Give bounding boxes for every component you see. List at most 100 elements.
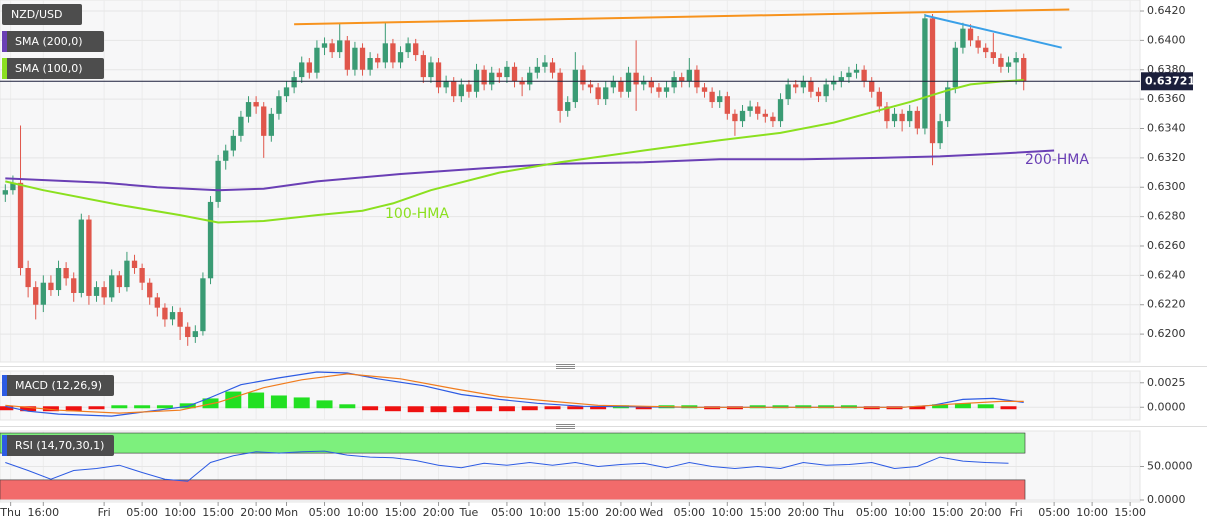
- x-tick-label: 10:00: [529, 506, 561, 519]
- candle-body: [185, 326, 191, 338]
- x-tick-label: 10:00: [1076, 506, 1108, 519]
- candle-body: [207, 201, 214, 279]
- macd-histogram-bar: [407, 406, 424, 413]
- x-tick-label: 15:00: [385, 506, 417, 519]
- candle-body: [124, 260, 130, 288]
- x-tick-label: Thu: [822, 506, 844, 519]
- indicator-legend-swatch: [2, 435, 7, 456]
- candle-body: [929, 18, 936, 144]
- legend-entry: SMA (200,0): [15, 35, 83, 48]
- candle-body: [413, 43, 419, 56]
- candle-body: [527, 72, 533, 85]
- candle-body: [344, 40, 350, 70]
- candle-body: [785, 84, 791, 100]
- y-tick-label: 0.6320: [1147, 151, 1186, 164]
- candle-body: [557, 72, 563, 111]
- candle-body: [375, 58, 381, 63]
- x-tick-label: 16:00: [27, 506, 59, 519]
- x-tick-label: 10:00: [164, 506, 196, 519]
- candle-body: [435, 62, 442, 88]
- x-tick-label: 05:00: [309, 506, 341, 519]
- candle-body: [823, 84, 829, 97]
- candle-body: [314, 47, 320, 73]
- pane-background: [0, 0, 1141, 363]
- candle-body: [473, 69, 480, 92]
- trend-line: [924, 14, 1062, 49]
- candle-body: [147, 282, 153, 298]
- candle-body: [25, 268, 31, 288]
- x-tick-label: 05:00: [1038, 506, 1070, 519]
- x-tick-label: 05:00: [491, 506, 523, 519]
- x-tick-label: 20:00: [787, 506, 819, 519]
- legend-entry-swatch: [2, 58, 7, 79]
- legend-entry-box: [2, 31, 104, 52]
- macd-histogram-bar: [111, 405, 128, 409]
- candle-body: [101, 287, 107, 298]
- candle-body: [869, 81, 875, 92]
- macd-histogram-bar: [590, 406, 607, 410]
- x-tick-label: 15:00: [567, 506, 599, 519]
- candle-body: [55, 268, 62, 291]
- candle-body: [17, 182, 24, 269]
- candle-body: [625, 72, 632, 92]
- candle-body: [663, 87, 670, 92]
- candle-body: [1013, 58, 1019, 63]
- macd-histogram-bar: [498, 406, 515, 412]
- macd-histogram-bar: [954, 403, 971, 409]
- candle-body: [291, 77, 297, 88]
- candle-body: [223, 150, 229, 161]
- candle-body: [777, 99, 784, 122]
- x-tick-label: 10:00: [711, 506, 743, 519]
- candle-body: [755, 106, 761, 114]
- candle-body: [922, 18, 928, 129]
- candle-body: [131, 260, 138, 269]
- candle-body: [169, 312, 176, 320]
- y-tick-label: 0.6420: [1147, 4, 1186, 17]
- x-tick-label: Mon: [275, 506, 298, 519]
- candle-body: [884, 106, 890, 122]
- candle-body: [967, 28, 974, 41]
- candle-body: [306, 62, 312, 73]
- candle-body: [762, 113, 768, 117]
- candle-body: [200, 278, 206, 332]
- candle-body: [800, 81, 806, 88]
- x-tick-label: Tue: [459, 506, 479, 519]
- candle-body: [853, 69, 860, 73]
- macd-histogram-bar: [339, 404, 356, 409]
- candle-body: [443, 81, 449, 88]
- macd-histogram-bar: [453, 406, 470, 413]
- candle-body: [109, 275, 115, 298]
- candle-body: [945, 87, 951, 122]
- candle-body: [261, 106, 267, 136]
- candle-body: [565, 102, 571, 111]
- candle-body: [245, 102, 252, 117]
- candle-body: [253, 102, 259, 107]
- candle-body: [496, 72, 502, 78]
- candle-body: [610, 81, 616, 88]
- candle-body: [504, 66, 510, 78]
- candle-body: [511, 66, 518, 82]
- rsi-line: [5, 450, 1009, 482]
- candle-body: [633, 72, 639, 85]
- candle-body: [595, 87, 601, 100]
- candle-body: [717, 96, 723, 103]
- candle-body: [2, 190, 8, 195]
- candle-body: [671, 77, 677, 88]
- candle-body: [40, 282, 46, 305]
- candle-body: [983, 47, 989, 53]
- y-tick-label: 0.6340: [1147, 121, 1186, 134]
- candle-body: [71, 278, 77, 293]
- candle-body: [831, 81, 837, 85]
- macd-histogram-bar: [932, 404, 949, 409]
- macd-histogram-bar: [476, 406, 493, 412]
- x-tick-label: 15:00: [202, 506, 234, 519]
- candle-body: [428, 62, 434, 78]
- candle-body: [367, 58, 373, 70]
- candle-body: [405, 43, 411, 53]
- macd-histogram-bar: [0, 406, 14, 411]
- candle-body: [215, 160, 221, 202]
- indicator-legend-box: [2, 435, 114, 456]
- candle-body: [580, 69, 586, 85]
- candle-body: [747, 106, 753, 111]
